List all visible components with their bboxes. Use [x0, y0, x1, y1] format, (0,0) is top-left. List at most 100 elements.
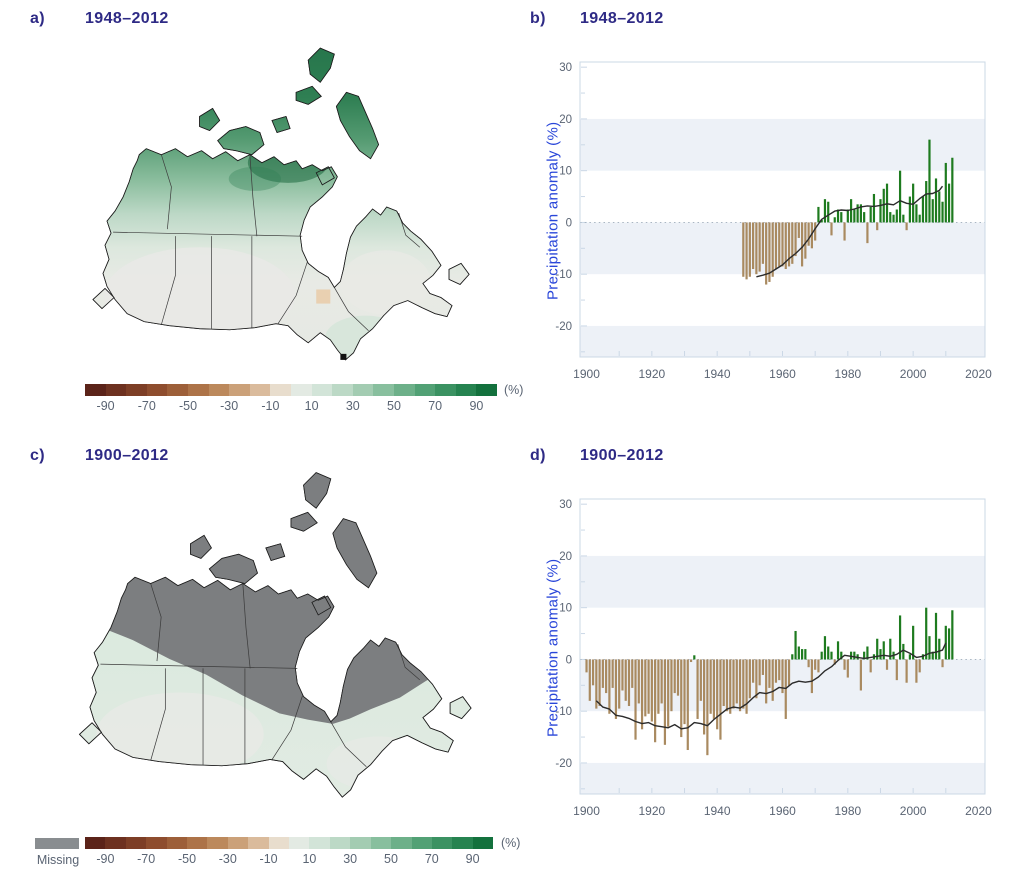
bar-chart-1948-2012: 30 20 10 0 -10 -20 1900 1920 1940 1960 1980 2000 202…	[555, 61, 992, 381]
svg-text:0: 0	[566, 217, 572, 229]
colorbar-segment	[309, 837, 330, 849]
minor-ticks	[581, 66, 947, 356]
colorbar-segment	[472, 837, 494, 849]
colorbar-segment	[248, 837, 269, 849]
colorbar-segment	[332, 384, 353, 396]
colorbar-segment	[476, 384, 497, 396]
colorbar-legend-c: -90 -70 -50 -30 -10 10 30 50 70 90	[85, 837, 494, 871]
plot-border	[579, 498, 986, 795]
colorbar-tick-label: 30	[345, 399, 360, 413]
colorbar-segment	[411, 837, 432, 849]
missing-label: Missing	[36, 853, 80, 867]
colorbar-segment	[289, 837, 310, 849]
panel-a-period: 1948–2012	[85, 10, 169, 27]
colorbar-segment	[187, 384, 209, 396]
svg-text:1980: 1980	[834, 367, 861, 381]
x-tick-labels: 1900 1920 1940 1960 1980 2000 2020	[573, 804, 992, 818]
svg-text:1920: 1920	[639, 367, 666, 381]
panel-c-period: 1900–2012	[85, 447, 169, 464]
colorbar-tick-label: 10	[304, 399, 319, 413]
colorbar-tick-label: -70	[137, 399, 156, 413]
plot-border	[579, 61, 986, 358]
colorbar-segment	[166, 837, 188, 849]
panel-b-label: b)	[530, 10, 546, 27]
svg-text:20: 20	[559, 551, 572, 563]
svg-text:-10: -10	[555, 269, 572, 281]
colorbar-segment	[431, 837, 453, 849]
svg-text:-10: -10	[555, 706, 572, 718]
colorbar-segment	[146, 384, 168, 396]
colorbar-tick-label: -70	[137, 852, 156, 866]
panel-a-label: a)	[30, 10, 46, 27]
colorbar-segment	[290, 384, 312, 396]
svg-text:30: 30	[559, 499, 572, 511]
panel-c-label: c)	[30, 447, 46, 464]
colorbar-tick-label: -50	[178, 399, 198, 413]
svg-text:10: 10	[559, 603, 572, 615]
colorbar-segment	[268, 837, 290, 849]
colorbar-tick-label: 50	[384, 852, 398, 866]
colorbar-segment	[350, 837, 371, 849]
colorbar-segment	[208, 384, 230, 396]
colorbar-segment	[125, 837, 147, 849]
x-tick-labels: 1900 1920 1940 1960 1980 2000 2020	[573, 367, 992, 381]
colorbar-segment	[187, 837, 208, 849]
colorbar-segment	[126, 384, 147, 396]
svg-text:1960: 1960	[769, 367, 796, 381]
svg-text:1940: 1940	[704, 804, 731, 818]
colorbar-segment	[391, 837, 412, 849]
anomaly-bars	[742, 139, 954, 285]
svg-text:30: 30	[559, 62, 572, 74]
colorbar-segment	[373, 384, 394, 396]
colorbar-tick-label: 10	[302, 852, 317, 866]
svg-text:1920: 1920	[639, 804, 666, 818]
panel-d-period: 1900–2012	[580, 447, 664, 464]
colorbar-tick-labels: -90 -70 -50 -30 -10 10 30 50 70 90	[85, 849, 493, 867]
colorbar-tick-label: -30	[220, 399, 239, 413]
coastline	[78, 472, 472, 798]
y-tick-labels: 30 20 10 0 -10 -20	[555, 499, 572, 770]
colorbar-segment	[146, 837, 167, 849]
colorbar-tick-label: 90	[465, 852, 480, 866]
svg-text:1940: 1940	[704, 367, 731, 381]
colorbar-segment	[393, 384, 415, 396]
panel-b-period: 1948–2012	[580, 10, 664, 27]
dry-anomaly-patch	[316, 289, 331, 304]
colorbar-segment	[414, 384, 436, 396]
station-marker	[340, 353, 347, 360]
svg-text:0: 0	[566, 654, 572, 666]
colorbar-unit-c: (%)	[501, 836, 521, 850]
colorbar-segment	[85, 837, 106, 849]
coastline	[92, 47, 470, 361]
colorbar-segment	[229, 384, 250, 396]
colorbar-tick-label: -50	[177, 852, 197, 866]
svg-text:2020: 2020	[965, 367, 992, 381]
svg-text:1900: 1900	[573, 367, 600, 381]
colorbar-segment	[311, 384, 333, 396]
colorbar-segment	[105, 384, 127, 396]
colorbar-tick-label: 90	[469, 399, 484, 413]
colorbar-segment	[85, 384, 106, 396]
colorbar-segment	[207, 837, 228, 849]
colorbar-swatches	[85, 837, 494, 849]
colorbar-tick-label: -90	[96, 852, 115, 866]
svg-text:10: 10	[559, 166, 572, 178]
colorbar-tick-label: -10	[259, 852, 278, 866]
svg-text:2000: 2000	[900, 804, 927, 818]
anomaly-bars	[585, 607, 954, 756]
colorbar-tick-label: 30	[343, 852, 358, 866]
svg-text:2000: 2000	[900, 367, 927, 381]
colorbar-segment	[452, 837, 473, 849]
map-canada-trend-1948-2012	[92, 47, 470, 361]
minor-ticks	[581, 503, 947, 793]
colorbar-segment	[329, 837, 351, 849]
colorbar-tick-label: -90	[96, 399, 115, 413]
colorbar-segment	[455, 384, 477, 396]
colorbar-unit-a: (%)	[504, 383, 524, 397]
trend-line	[595, 642, 947, 730]
colorbar-legend-a: -90 -70 -50 -30 -10 10 30 50 70 90	[85, 384, 497, 418]
colorbar-tick-labels: -90 -70 -50 -30 -10 10 30 50 70 90	[85, 396, 497, 414]
bar-chart-1900-2012: 30 20 10 0 -10 -20 1900 1920 1940 1960 1980 2000 202…	[555, 498, 992, 818]
svg-text:1900: 1900	[573, 804, 600, 818]
